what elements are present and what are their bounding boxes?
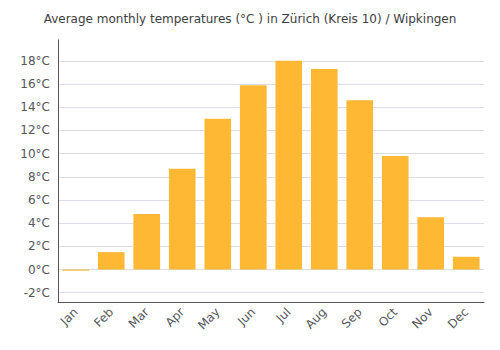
svg-text:2°C: 2°C bbox=[28, 239, 50, 253]
svg-text:Dec: Dec bbox=[445, 305, 471, 331]
svg-text:8°C: 8°C bbox=[28, 170, 50, 184]
svg-text:Mar: Mar bbox=[126, 305, 152, 331]
svg-text:16°C: 16°C bbox=[20, 77, 50, 91]
svg-text:10°C: 10°C bbox=[20, 147, 50, 161]
svg-text:14°C: 14°C bbox=[20, 100, 50, 114]
svg-text:-2°C: -2°C bbox=[24, 286, 50, 300]
svg-text:Sep: Sep bbox=[339, 305, 365, 331]
svg-text:Average monthly temperatures (: Average monthly temperatures (°C ) in Zü… bbox=[44, 12, 457, 26]
svg-text:0°C: 0°C bbox=[28, 263, 50, 277]
svg-text:6°C: 6°C bbox=[28, 193, 50, 207]
svg-text:18°C: 18°C bbox=[20, 54, 50, 68]
svg-text:Jun: Jun bbox=[234, 305, 258, 329]
svg-text:Oct: Oct bbox=[376, 305, 401, 330]
svg-text:May: May bbox=[195, 305, 222, 332]
svg-text:Jan: Jan bbox=[57, 305, 81, 329]
svg-text:Feb: Feb bbox=[91, 305, 116, 330]
svg-text:Apr: Apr bbox=[163, 305, 188, 330]
svg-text:Nov: Nov bbox=[409, 305, 435, 331]
svg-text:12°C: 12°C bbox=[20, 123, 50, 137]
svg-text:Jul: Jul bbox=[273, 305, 294, 326]
svg-text:4°C: 4°C bbox=[28, 216, 50, 230]
svg-text:Aug: Aug bbox=[303, 305, 329, 331]
